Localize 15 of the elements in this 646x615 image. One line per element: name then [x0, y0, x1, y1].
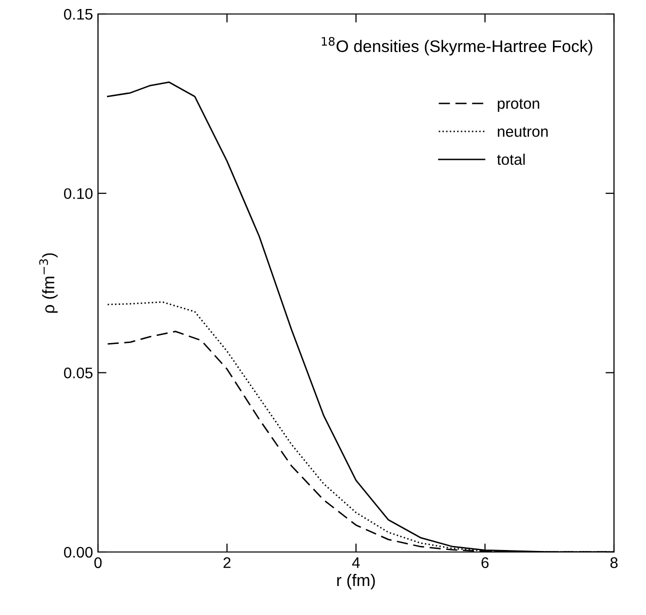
y-tick-label: 0.15	[64, 8, 92, 20]
legend-label: total	[497, 154, 525, 165]
y-tick-label: 0.05	[64, 368, 92, 378]
x-axis-title: r (fm)	[337, 574, 375, 590]
y-axis-title: ρ (fm$^{−3}$)	[39, 253, 58, 313]
annotation: $^{18}$O densities (Skyrme-Hartree Fock)	[322, 36, 592, 56]
y-tick-label: 0.10	[64, 188, 93, 200]
x-tick-label: 6	[482, 557, 489, 568]
x-tick-label: 0	[94, 557, 102, 568]
legend-label: neutron	[498, 126, 548, 137]
x-tick-label: 8	[610, 557, 618, 568]
y-tick-label: 0.00	[64, 546, 93, 558]
legend-label: proton	[498, 98, 540, 112]
x-tick-label: 4	[352, 557, 360, 568]
x-tick-label: 2	[224, 557, 230, 568]
